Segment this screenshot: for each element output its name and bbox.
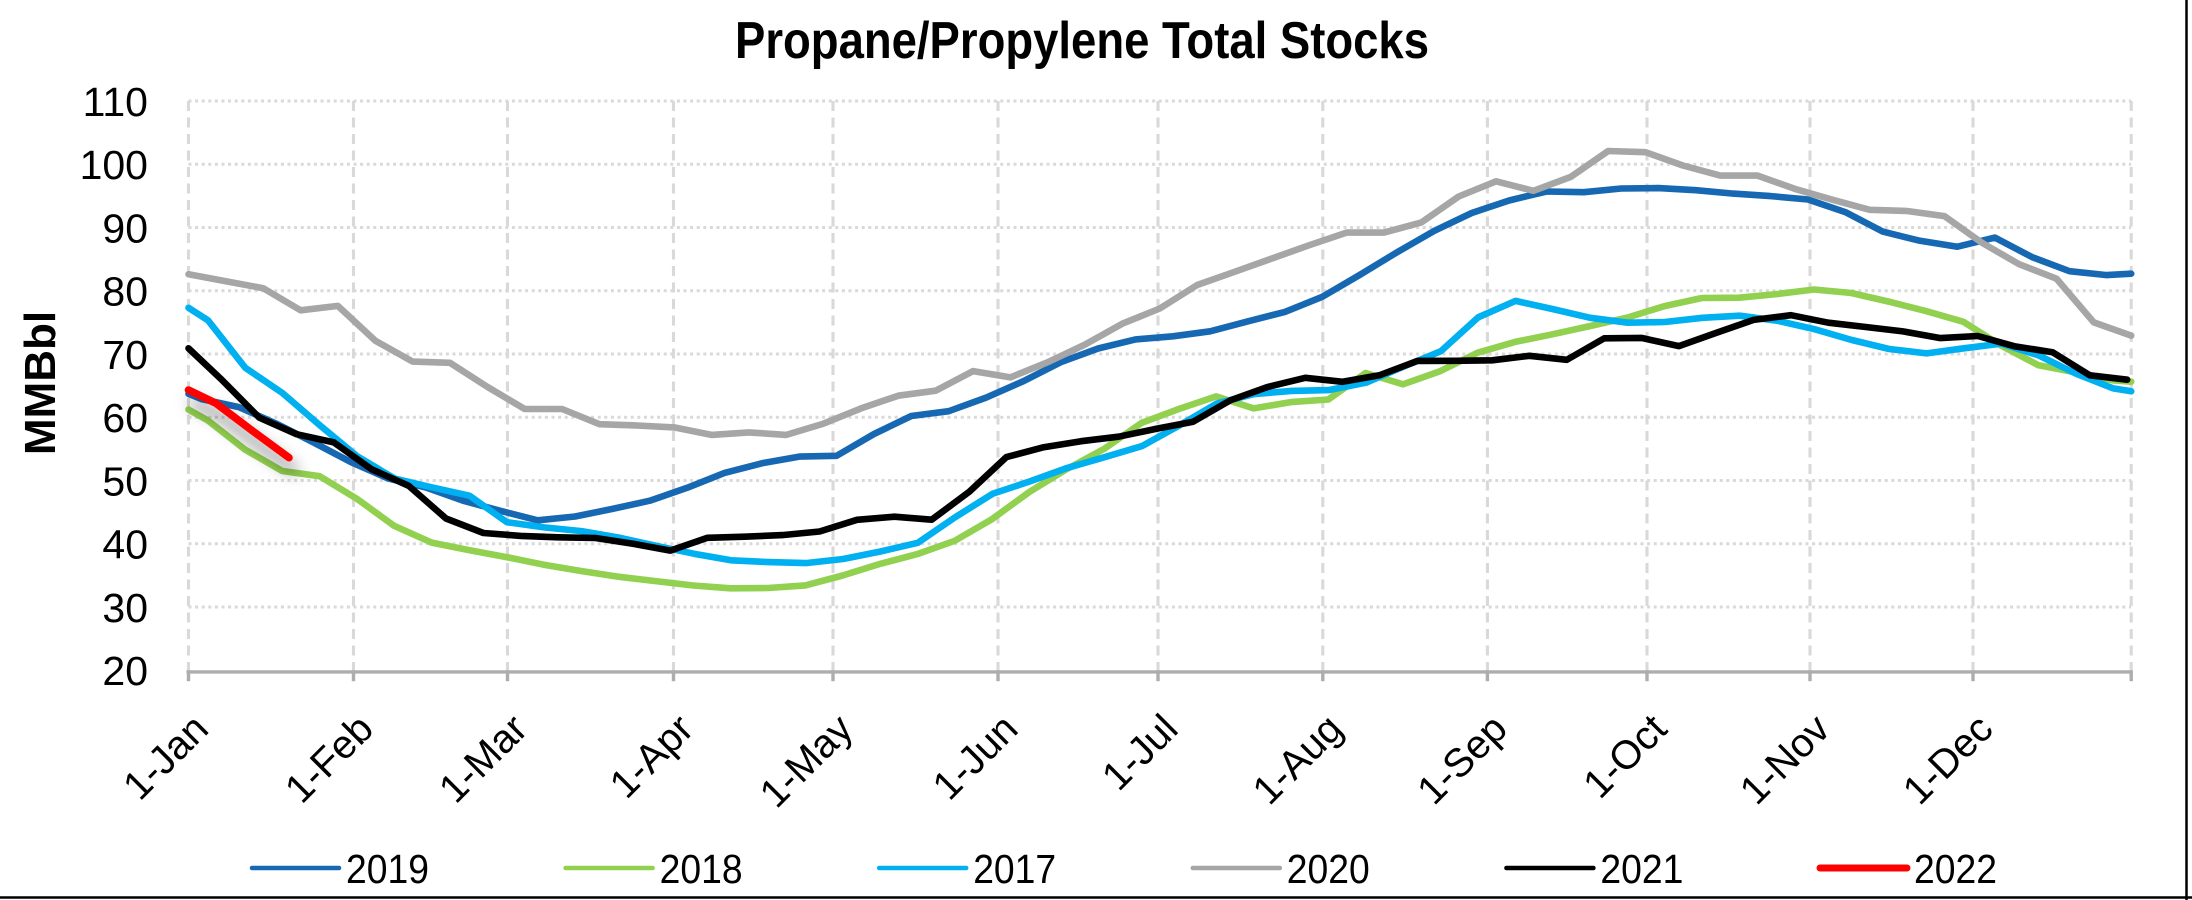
svg-text:2021: 2021 [1600, 846, 1683, 892]
svg-text:20: 20 [102, 648, 148, 694]
svg-text:80: 80 [102, 269, 148, 315]
svg-text:60: 60 [102, 395, 148, 441]
svg-text:2019: 2019 [346, 846, 429, 892]
svg-text:40: 40 [102, 522, 148, 568]
svg-text:Propane/Propylene Total Stocks: Propane/Propylene Total Stocks [735, 12, 1429, 70]
svg-text:50: 50 [102, 459, 148, 505]
svg-text:2017: 2017 [973, 846, 1056, 892]
svg-text:MMBbl: MMBbl [16, 311, 65, 455]
svg-text:2020: 2020 [1287, 846, 1370, 892]
svg-text:2022: 2022 [1914, 846, 1997, 892]
svg-text:90: 90 [102, 206, 148, 252]
svg-text:100: 100 [80, 142, 148, 188]
svg-text:70: 70 [102, 332, 148, 378]
svg-text:110: 110 [83, 79, 148, 125]
svg-text:30: 30 [102, 585, 148, 631]
svg-text:2018: 2018 [660, 846, 743, 892]
